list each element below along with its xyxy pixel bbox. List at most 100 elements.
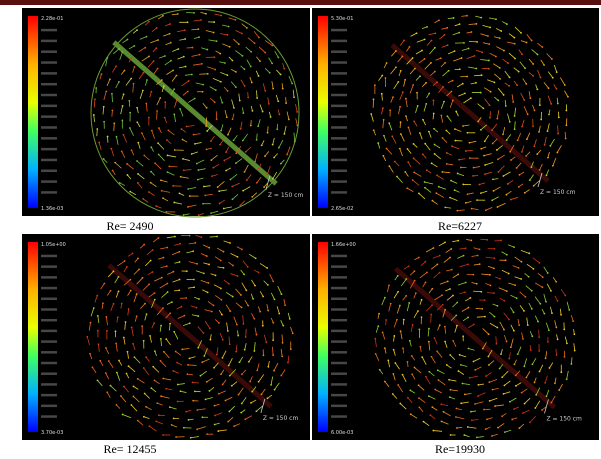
vector-head <box>539 262 541 264</box>
vector-head <box>399 148 401 150</box>
vector-head <box>385 319 387 321</box>
vector-head <box>169 323 171 325</box>
vector-head <box>193 134 195 136</box>
vector-head <box>516 297 518 299</box>
vector-head <box>417 310 419 312</box>
vector-head <box>450 248 452 250</box>
vector-head <box>496 327 498 329</box>
vector-head <box>125 321 127 323</box>
z-label: Z = 150 cm <box>263 415 299 422</box>
vector-head <box>488 68 490 70</box>
colorbar-label-blur <box>41 415 57 418</box>
vector-head <box>162 257 164 259</box>
vector-head <box>221 299 223 301</box>
vector-head <box>169 23 171 25</box>
vector-head <box>126 373 128 375</box>
vector-head <box>462 335 464 337</box>
vector-head <box>468 348 470 350</box>
vector-head <box>428 395 430 397</box>
vector-head <box>141 325 143 327</box>
vector-head <box>144 303 146 305</box>
vector-head <box>456 427 458 429</box>
vector-head <box>251 196 253 198</box>
vector-head <box>510 159 512 161</box>
vector-head <box>462 184 464 186</box>
vector-head <box>399 403 401 405</box>
vector-head <box>261 393 263 395</box>
vector-head <box>496 118 498 120</box>
vector-head <box>131 404 133 406</box>
vector-head <box>150 182 152 184</box>
vector-head <box>549 367 551 369</box>
vector-head <box>227 134 229 136</box>
vector-head <box>157 39 159 41</box>
vector-head <box>213 367 215 369</box>
vector-head <box>528 276 530 278</box>
vector-head <box>412 324 414 326</box>
vector-head <box>459 68 461 70</box>
velocity-vector <box>558 126 559 134</box>
vector-head <box>97 315 99 317</box>
vector-head <box>526 138 528 140</box>
vector-head <box>522 412 524 414</box>
vector-head <box>518 427 520 429</box>
vector-head <box>267 397 269 399</box>
vector-head <box>494 316 496 318</box>
vector-head <box>482 107 484 109</box>
vector-head <box>404 171 406 173</box>
vector-head <box>136 160 138 162</box>
vector-head <box>509 401 511 403</box>
vector-head <box>444 309 446 311</box>
vector-head <box>197 28 199 30</box>
velocity-vector <box>210 237 217 238</box>
vector-head <box>123 134 125 136</box>
vector-head <box>444 326 446 328</box>
vector-head <box>474 369 476 371</box>
vector-head <box>258 75 260 77</box>
vector-head <box>417 105 419 107</box>
vector-head <box>193 286 195 288</box>
vector-head <box>505 105 507 107</box>
vector-head <box>105 372 107 374</box>
vector-head <box>228 283 230 285</box>
vector-head <box>248 361 250 363</box>
vector-head <box>434 337 436 339</box>
vector-head <box>124 70 126 72</box>
vector-head <box>473 167 475 169</box>
vector-head <box>160 325 162 327</box>
vector-head <box>94 98 96 100</box>
vector-head <box>383 135 385 137</box>
vector-head <box>463 434 465 436</box>
vector-head <box>277 100 279 102</box>
vector-head <box>497 305 499 307</box>
vector-head <box>519 174 521 176</box>
vector-head <box>547 157 549 159</box>
vector-head <box>148 21 150 23</box>
vector-head <box>532 75 534 77</box>
vector-head <box>210 339 212 341</box>
vector-head <box>250 125 252 127</box>
vector-head <box>214 424 216 426</box>
vector-head <box>251 82 253 84</box>
vector-head <box>531 363 533 365</box>
colorbar-label-blur <box>41 105 57 108</box>
vector-head <box>165 211 167 213</box>
colorbar-label: 3.70e-03 <box>41 430 63 436</box>
vector-head <box>492 143 494 145</box>
vector-head <box>531 290 533 292</box>
vector-head <box>198 298 200 300</box>
vector-head <box>534 407 536 409</box>
vector-head <box>164 101 166 103</box>
vector-head <box>216 40 218 42</box>
vector-head <box>185 297 187 299</box>
vector-head <box>547 130 549 132</box>
vector-head <box>162 197 164 199</box>
vector-head <box>541 46 543 48</box>
vector-head <box>148 191 150 193</box>
vector-head <box>413 121 415 123</box>
vector-head <box>220 130 222 132</box>
vector-head <box>488 60 490 62</box>
vector-head <box>281 355 283 357</box>
vector-head <box>397 81 399 83</box>
colorbar-label-blur <box>331 394 347 397</box>
